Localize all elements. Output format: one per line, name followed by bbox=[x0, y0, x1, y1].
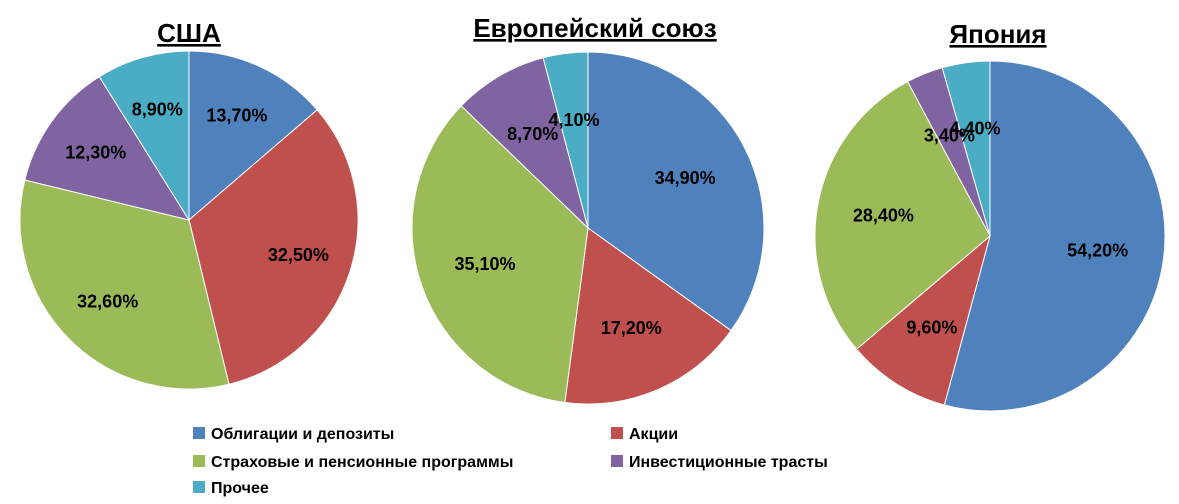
data-label-eu-insurance: 35,10% bbox=[454, 254, 515, 274]
legend-swatch-stocks bbox=[611, 427, 623, 439]
data-label-eu-other: 4,10% bbox=[548, 110, 599, 130]
data-label-usa-other: 8,90% bbox=[132, 100, 183, 120]
legend-item-trusts: Инвестиционные трасты bbox=[611, 454, 828, 471]
legend: Облигации и депозиты Акции Страховые и п… bbox=[193, 426, 828, 497]
slice-usa-other bbox=[98, 50, 190, 222]
legend-item-insurance: Страховые и пенсионные программы bbox=[193, 454, 513, 471]
pie-japan: 54,20% 9,60% 28,40% 3,40%4,40% Япония bbox=[814, 19, 1166, 412]
slice-eu-bonds bbox=[587, 51, 765, 332]
pie-eu: 34,90% 17,20% 35,10% 8,70%4,10% Европейский … bbox=[411, 13, 765, 405]
legend-label-trusts: Инвестиционные трасты bbox=[629, 454, 828, 471]
slice-japan-other bbox=[941, 60, 991, 237]
slice-usa-trusts bbox=[24, 76, 191, 221]
data-label-usa-trusts: 12,30% bbox=[65, 143, 126, 163]
legend-label-other: Прочее bbox=[211, 480, 269, 497]
data-label-eu-bonds: 34,90% bbox=[655, 168, 716, 188]
legend-label-stocks: Акции bbox=[629, 426, 678, 443]
data-label-japan-trusts: 3,40% bbox=[924, 125, 975, 145]
chart-title-eu: Европейский союз bbox=[473, 13, 716, 43]
legend-label-bonds: Облигации и депозиты bbox=[211, 426, 394, 443]
legend-swatch-trusts bbox=[611, 455, 623, 467]
legend-swatch-other bbox=[193, 481, 205, 493]
slice-usa-bonds bbox=[188, 50, 318, 222]
data-label-japan-bonds: 54,20% bbox=[1067, 240, 1128, 260]
slice-eu-stocks bbox=[564, 227, 732, 405]
slice-usa-insurance bbox=[19, 179, 230, 390]
data-label-usa-insurance: 32,60% bbox=[77, 291, 138, 311]
slice-eu-other bbox=[542, 51, 589, 229]
legend-label-insurance: Страховые и пенсионные программы bbox=[211, 454, 513, 471]
legend-swatch-insurance bbox=[193, 455, 205, 467]
pie-usa: 13,70% 32,50% 32,60% 12,30% 8,90% США bbox=[19, 18, 359, 390]
data-label-japan-other: 4,40% bbox=[949, 119, 1000, 139]
data-label-eu-stocks: 17,20% bbox=[601, 318, 662, 338]
chart-title-japan: Япония bbox=[949, 19, 1046, 49]
data-label-usa-stocks: 32,50% bbox=[268, 245, 329, 265]
slice-eu-trusts bbox=[460, 57, 589, 230]
legend-item-other: Прочее bbox=[193, 480, 269, 497]
legend-item-bonds: Облигации и депозиты bbox=[193, 426, 394, 443]
data-label-japan-insurance: 28,40% bbox=[853, 206, 914, 226]
slice-japan-insurance bbox=[814, 80, 991, 350]
slice-usa-stocks bbox=[188, 109, 359, 385]
data-label-japan-stocks: 9,60% bbox=[906, 318, 957, 338]
slice-eu-insurance bbox=[411, 105, 589, 404]
legend-swatch-bonds bbox=[193, 427, 205, 439]
data-label-usa-bonds: 13,70% bbox=[206, 106, 267, 126]
data-label-eu-trusts: 8,70% bbox=[507, 124, 558, 144]
slice-japan-stocks bbox=[855, 234, 991, 406]
chart-title-usa: США bbox=[157, 18, 221, 48]
pies-group: 13,70% 32,50% 32,60% 12,30% 8,90% США 34,90% 17… bbox=[19, 13, 1166, 412]
legend-item-stocks: Акции bbox=[611, 426, 678, 443]
slice-japan-bonds bbox=[943, 60, 1166, 412]
